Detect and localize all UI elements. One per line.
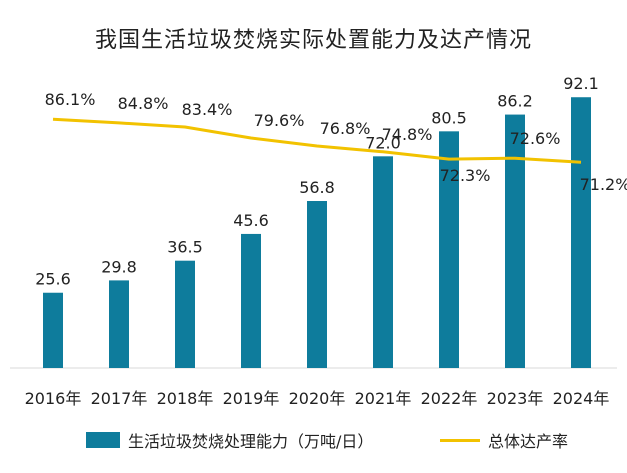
bar [109,280,129,368]
bar [241,233,261,368]
bar [43,292,63,368]
bar-value-label: 86.2 [497,92,533,111]
rate-point-label: 72.6% [510,129,561,148]
legend-label-capacity: 生活垃圾焚烧处理能力（万吨/日） [128,432,374,451]
rate-point-label: 86.1% [45,90,96,109]
bar [175,260,195,368]
rate-point-label: 79.6% [254,111,305,130]
x-tick-label: 2016年 [25,389,82,408]
x-tick-label: 2021年 [355,389,412,408]
bar-value-label: 36.5 [167,238,203,257]
x-tick-label: 2020年 [289,389,346,408]
legend-label-rate: 总体达产率 [488,432,569,451]
rate-line [52,117,582,164]
rate-point-label: 76.8% [320,119,371,138]
legend-item-capacity: 生活垃圾焚烧处理能力（万吨/日） [86,428,373,452]
bar [505,114,525,369]
rate-point-label: 83.4% [182,100,233,119]
legend-item-rate: 总体达产率 [440,428,568,452]
x-tick-label: 2023年 [487,389,544,408]
bar [439,131,459,368]
x-tick-label: 2024年 [553,389,610,408]
bar-value-label: 56.8 [299,178,335,197]
bar-value-label: 80.5 [431,108,467,127]
bar-value-label: 29.8 [101,257,137,276]
x-tick-label: 2017年 [91,389,148,408]
rate-point-label: 84.8% [118,94,169,113]
x-tick-label: 2018年 [157,389,214,408]
bar-value-label: 25.6 [35,270,71,289]
bar-value-label: 72.0 [365,133,401,152]
legend-line-swatch [440,438,480,442]
legend-bar-swatch [86,432,120,448]
rate-point-label: 71.2% [580,175,627,194]
bar [307,201,327,368]
bar-value-label: 92.1 [563,74,599,93]
bar-value-label: 45.6 [233,211,269,230]
rate-point-label: 72.3% [440,166,491,185]
chart-title: 我国生活垃圾焚烧实际处置能力及达产情况 [94,28,532,53]
bar [373,156,393,368]
x-tick-label: 2022年 [421,389,478,408]
bar [571,97,591,368]
x-tick-label: 2019年 [223,389,280,408]
rate-point-label: 74.8% [382,125,433,144]
